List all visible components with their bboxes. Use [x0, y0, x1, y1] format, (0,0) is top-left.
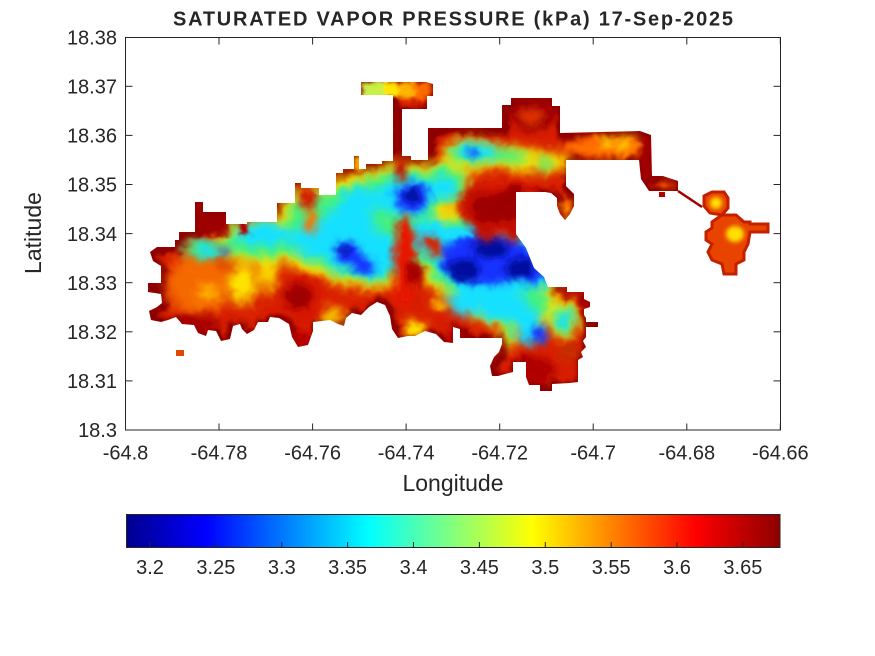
svg-text:18.3: 18.3 [78, 420, 117, 442]
svg-text:Longitude: Longitude [402, 470, 503, 496]
svg-text:-64.68: -64.68 [658, 443, 715, 465]
svg-text:Latitude: Latitude [20, 192, 46, 274]
svg-text:18.36: 18.36 [67, 126, 117, 148]
svg-text:3.55: 3.55 [592, 557, 631, 579]
svg-text:18.33: 18.33 [67, 273, 117, 295]
svg-text:-64.72: -64.72 [471, 443, 528, 465]
svg-text:18.35: 18.35 [67, 175, 117, 197]
svg-text:3.45: 3.45 [460, 557, 499, 579]
svg-text:-64.66: -64.66 [752, 443, 809, 465]
svg-text:18.32: 18.32 [67, 322, 117, 344]
svg-text:SATURATED VAPOR PRESSURE (kPa): SATURATED VAPOR PRESSURE (kPa) 17-Sep-20… [173, 9, 733, 31]
svg-text:3.4: 3.4 [400, 557, 428, 579]
svg-text:3.3: 3.3 [268, 557, 296, 579]
svg-text:-64.78: -64.78 [191, 443, 248, 465]
svg-text:3.6: 3.6 [663, 557, 691, 579]
svg-text:18.37: 18.37 [67, 77, 117, 99]
svg-text:-64.7: -64.7 [570, 443, 616, 465]
svg-text:3.2: 3.2 [136, 557, 164, 579]
svg-text:3.65: 3.65 [723, 557, 762, 579]
svg-text:18.34: 18.34 [67, 224, 117, 246]
svg-text:3.25: 3.25 [196, 557, 235, 579]
svg-text:18.31: 18.31 [67, 371, 117, 393]
svg-text:3.5: 3.5 [531, 557, 559, 579]
svg-text:-64.74: -64.74 [378, 443, 435, 465]
svg-text:-64.8: -64.8 [103, 443, 149, 465]
svg-text:-64.76: -64.76 [284, 443, 341, 465]
svg-text:3.35: 3.35 [328, 557, 367, 579]
svg-text:18.38: 18.38 [67, 28, 117, 50]
